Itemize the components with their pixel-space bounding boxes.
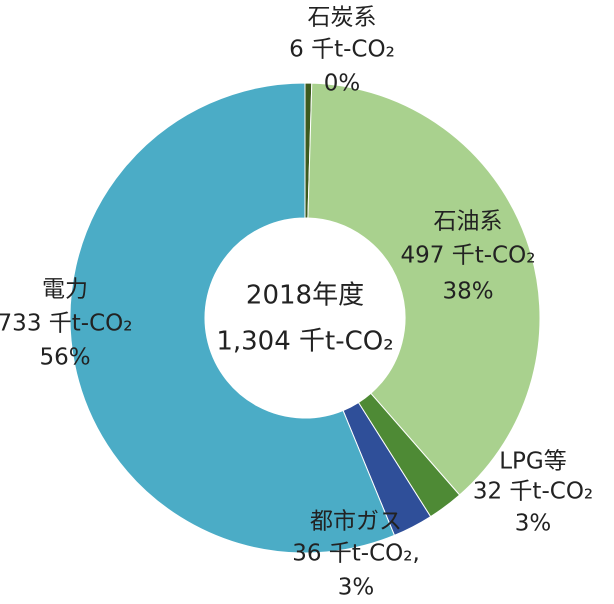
value-label: 6 千t-CO₂ [289, 37, 395, 63]
segment-label: 電力 [42, 277, 88, 303]
value-label: 497 千t-CO₂ [401, 243, 536, 269]
segment-label: 都市ガス [310, 509, 402, 535]
percent-label: 3% [338, 575, 375, 601]
segment-label: 石炭系 [308, 5, 377, 31]
value-label: 36 千t-CO₂, [292, 541, 420, 567]
center-text: 1,304 千t-CO₂ [216, 327, 393, 357]
segment-label: LPG等 [499, 449, 567, 475]
segment-label: 石油系 [434, 209, 503, 235]
percent-label: 0% [324, 71, 361, 97]
percent-label: 3% [515, 511, 552, 537]
percent-label: 38% [442, 279, 493, 305]
center-text: 2018年度 [246, 281, 364, 311]
value-label: 733 千t-CO₂ [0, 311, 132, 337]
percent-label: 56% [39, 345, 90, 371]
donut-segment [307, 82, 541, 496]
value-label: 32 千t-CO₂ [473, 479, 593, 505]
donut-segment [69, 82, 396, 554]
